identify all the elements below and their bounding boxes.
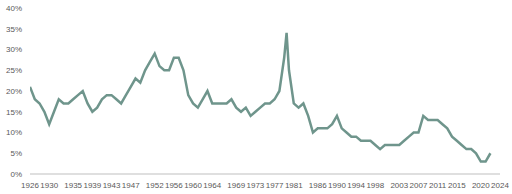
- svg-text:2024: 2024: [491, 181, 509, 190]
- svg-text:1930: 1930: [40, 181, 58, 190]
- svg-text:1964: 1964: [203, 181, 221, 190]
- svg-text:1952: 1952: [146, 181, 164, 190]
- svg-text:2007: 2007: [410, 181, 428, 190]
- svg-text:15%: 15%: [6, 108, 22, 117]
- svg-text:1939: 1939: [83, 181, 101, 190]
- svg-text:1943: 1943: [103, 181, 121, 190]
- svg-text:1973: 1973: [247, 181, 265, 190]
- svg-text:0%: 0%: [10, 170, 22, 179]
- svg-text:1926: 1926: [21, 181, 39, 190]
- svg-text:40%: 40%: [6, 4, 22, 13]
- svg-text:20%: 20%: [6, 87, 22, 96]
- svg-text:2011: 2011: [429, 181, 447, 190]
- svg-text:1990: 1990: [328, 181, 346, 190]
- svg-text:1977: 1977: [266, 181, 284, 190]
- svg-text:1960: 1960: [184, 181, 202, 190]
- svg-text:1998: 1998: [366, 181, 384, 190]
- svg-text:1994: 1994: [347, 181, 365, 190]
- svg-text:2015: 2015: [448, 181, 466, 190]
- svg-text:2003: 2003: [390, 181, 408, 190]
- svg-text:1986: 1986: [309, 181, 327, 190]
- svg-text:1935: 1935: [64, 181, 82, 190]
- svg-text:5%: 5%: [10, 149, 22, 158]
- svg-text:1969: 1969: [227, 181, 245, 190]
- svg-text:35%: 35%: [6, 25, 22, 34]
- svg-text:30%: 30%: [6, 45, 22, 54]
- svg-text:1956: 1956: [165, 181, 183, 190]
- svg-text:2020: 2020: [472, 181, 490, 190]
- svg-text:1947: 1947: [122, 181, 140, 190]
- svg-text:1981: 1981: [285, 181, 303, 190]
- svg-text:10%: 10%: [6, 128, 22, 137]
- svg-text:25%: 25%: [6, 66, 22, 75]
